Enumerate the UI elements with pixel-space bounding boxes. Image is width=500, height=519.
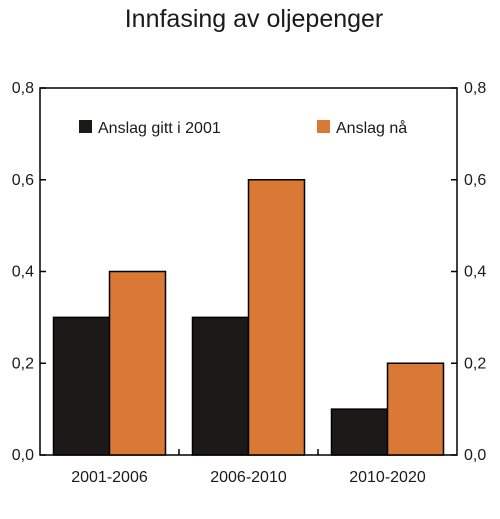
bar-2010-2020-series-1: [330, 408, 389, 456]
y-tick-label-right: 0,6: [464, 172, 486, 189]
x-category-label: 2001-2006: [71, 469, 148, 486]
y-tick-label-right: 0,4: [464, 264, 486, 281]
legend-swatch-series-1: [79, 120, 92, 133]
y-tick-label-right: 0,2: [464, 355, 486, 372]
x-axis-categories: 2001-2006 2006-2010 2010-2020: [71, 449, 426, 486]
bar-2001-2006-series-2: [108, 270, 167, 456]
left-axis: 0,0 0,2 0,4 0,6 0,8: [12, 80, 46, 464]
legend-label-series-2: Anslag nå: [336, 119, 407, 137]
y-tick-label-right: 0,8: [464, 80, 486, 97]
y-tick-label-left: 0,2: [12, 355, 34, 372]
x-category-label: 2010-2020: [349, 469, 426, 486]
y-tick-label-right: 0,0: [464, 447, 486, 464]
bar-2006-2010-series-2: [247, 179, 306, 456]
y-tick-label-left: 0,8: [12, 80, 34, 97]
bar-2006-2010-series-1: [191, 316, 250, 456]
bars: [52, 179, 445, 456]
bar-2010-2020-series-2: [386, 362, 445, 456]
x-category-label: 2006-2010: [210, 469, 287, 486]
bar-2001-2006-series-1: [52, 316, 111, 456]
legend-swatch-series-2: [317, 120, 330, 133]
y-tick-label-left: 0,0: [12, 447, 34, 464]
y-tick-label-left: 0,4: [12, 264, 34, 281]
right-axis: 0,0 0,2 0,4 0,6 0,8: [451, 80, 486, 464]
chart-title: Innfasing av oljepenger: [125, 5, 384, 33]
legend: Anslag gitt i 2001 Anslag nå: [79, 119, 407, 137]
legend-label-series-1: Anslag gitt i 2001: [98, 120, 221, 137]
y-tick-label-left: 0,6: [12, 172, 34, 189]
